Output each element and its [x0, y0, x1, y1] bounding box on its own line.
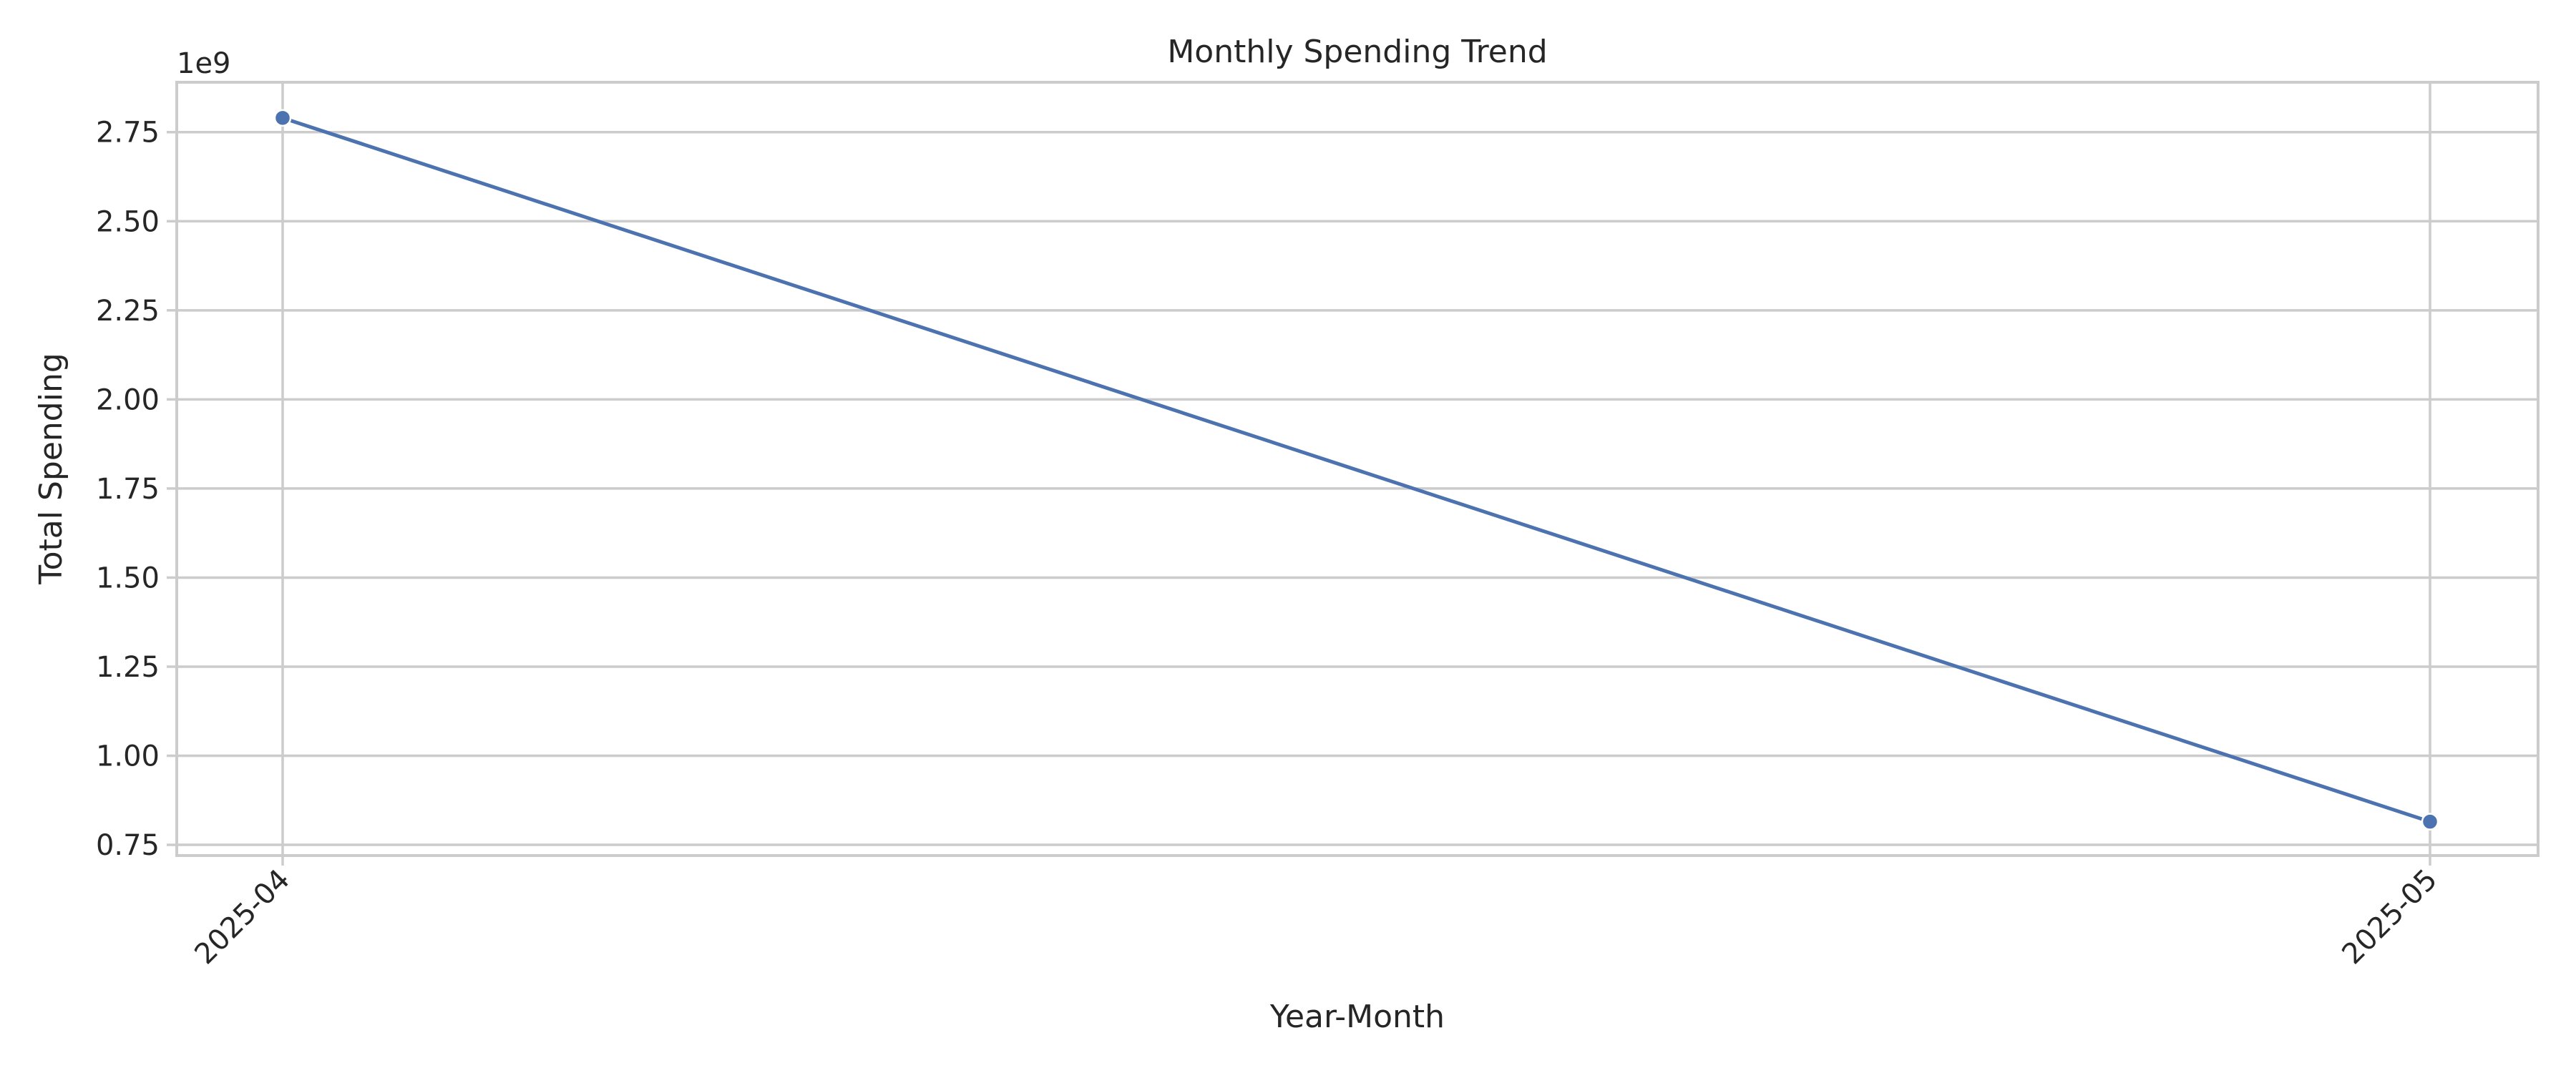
y-tick-label: 1.75	[96, 473, 160, 506]
y-tick-label: 2.25	[96, 295, 160, 328]
y-tick-label: 1.00	[96, 740, 160, 773]
data-point	[273, 109, 292, 127]
plot-frame	[175, 81, 2540, 857]
y-axis-title: Total Spending	[33, 353, 69, 585]
y-axis-offset-label: 1e9	[177, 47, 231, 80]
series-line	[280, 116, 2432, 824]
y-tick-label: 2.75	[96, 117, 160, 150]
data-point	[2421, 813, 2439, 831]
x-axis-title: Year-Month	[1269, 999, 1445, 1035]
x-tick-label: 2025-05	[2336, 863, 2444, 971]
x-tick-label: 2025-04	[188, 863, 296, 971]
y-tick-label: 1.50	[96, 562, 160, 594]
y-tick-label: 2.50	[96, 205, 160, 238]
y-tick-label: 2.00	[96, 383, 160, 416]
y-tick-label: 1.25	[96, 651, 160, 684]
chart-title: Monthly Spending Trend	[1167, 34, 1547, 70]
series-layer	[273, 109, 2439, 831]
y-tick-label: 0.75	[96, 829, 160, 862]
label-layer: 0.75 1.00 1.25 1.50 1.75 2.00 2.25 2.50 2.75 2025…	[96, 117, 2444, 971]
grid-layer	[167, 82, 2538, 866]
